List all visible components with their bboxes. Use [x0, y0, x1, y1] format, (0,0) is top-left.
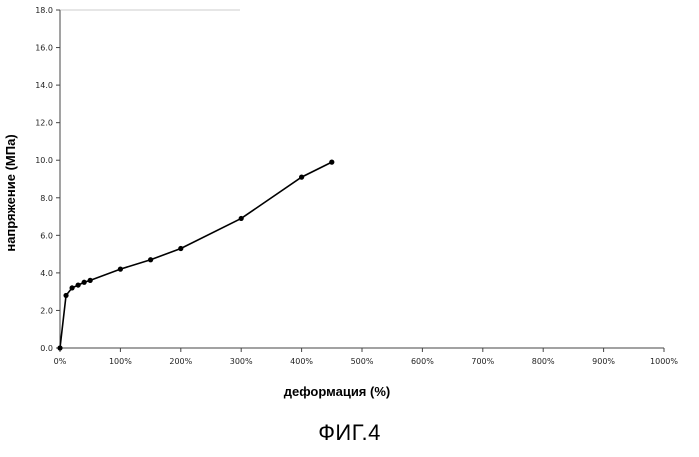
x-tick-label: 300% [230, 357, 253, 366]
data-point [82, 280, 87, 285]
y-tick-label: 14.0 [35, 81, 53, 90]
x-tick-label: 500% [351, 357, 374, 366]
y-tick-label: 10.0 [35, 156, 53, 165]
data-point [148, 257, 153, 262]
y-tick-label: 8.0 [40, 194, 53, 203]
data-point [329, 160, 334, 165]
x-tick-label: 700% [471, 357, 494, 366]
data-point [76, 282, 81, 287]
data-points [57, 160, 334, 351]
y-tick-label: 18.0 [35, 6, 53, 15]
y-tick-label: 0.0 [40, 344, 53, 353]
y-axis-label: напряжение (МПа) [3, 134, 18, 251]
x-tick-label: 600% [411, 357, 434, 366]
x-tick-label: 800% [532, 357, 555, 366]
data-point [69, 285, 74, 290]
data-point [299, 175, 304, 180]
data-point [88, 278, 93, 283]
x-axis-label: деформация (%) [284, 384, 390, 399]
series-line [60, 162, 332, 348]
x-tick-label: 200% [169, 357, 192, 366]
data-point [63, 293, 68, 298]
data-point [178, 246, 183, 251]
y-tick-label: 16.0 [35, 44, 53, 53]
y-tick-label: 4.0 [40, 269, 53, 278]
data-point [239, 216, 244, 221]
x-tick-label: 1000% [650, 357, 678, 366]
y-tick-label: 2.0 [40, 306, 53, 315]
data-point [118, 267, 123, 272]
figure-caption: ФИГ.4 [0, 420, 699, 446]
x-tick-label: 400% [290, 357, 313, 366]
x-tick-label: 0% [54, 357, 67, 366]
y-ticks: 0.0 2.0 4.0 6.0 8.0 10.0 12.0 14.0 16.0 18.0 [35, 6, 60, 353]
y-tick-label: 6.0 [40, 231, 53, 240]
data-point [57, 345, 62, 350]
y-tick-label: 12.0 [35, 119, 53, 128]
x-tick-label: 100% [109, 357, 132, 366]
plot-area: 0.0 2.0 4.0 6.0 8.0 10.0 12.0 14.0 16.0 18.0 0% 10… [35, 6, 678, 366]
x-ticks: 0% 100% 200% 300% 400% 500% 600% 700% 800% 900% 10… [54, 348, 679, 366]
x-tick-label: 900% [592, 357, 615, 366]
